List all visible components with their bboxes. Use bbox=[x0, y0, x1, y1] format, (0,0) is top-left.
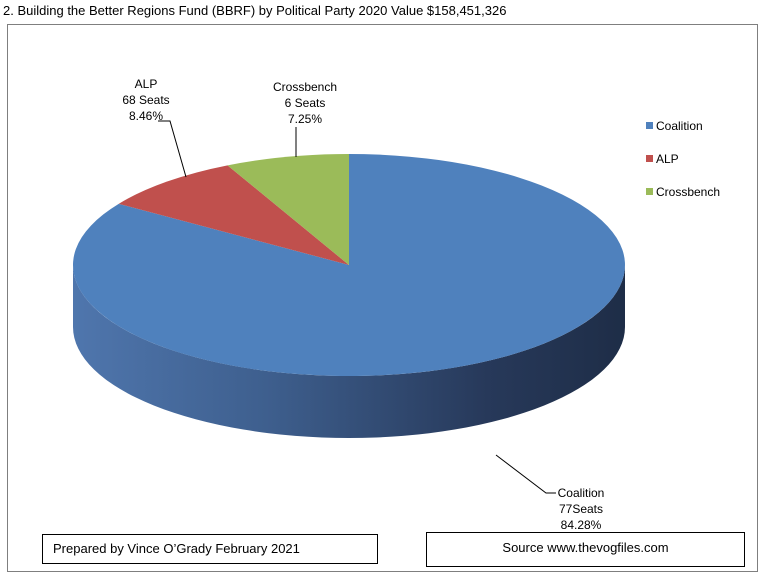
slice-alp bbox=[118, 165, 349, 265]
slice-side-coalition bbox=[73, 265, 625, 438]
legend-label-alp: ALP bbox=[656, 152, 679, 166]
data-label-coalition-percent: 84.28% bbox=[561, 518, 602, 532]
data-label-alp-name: ALP bbox=[135, 77, 158, 91]
data-label-coalition-name: Coalition bbox=[558, 486, 605, 500]
legend-swatch-alp bbox=[646, 155, 653, 162]
data-label-alp-seats: 68 Seats bbox=[122, 93, 169, 107]
prepared-by-box: Prepared by Vince O’Grady February 2021 bbox=[42, 534, 378, 564]
legend-label-crossbench: Crossbench bbox=[656, 185, 720, 199]
pie-slices bbox=[73, 154, 625, 438]
data-label-crossbench-seats: 6 Seats bbox=[285, 96, 326, 110]
legend-swatch-crossbench bbox=[646, 188, 653, 195]
data-label-alp-percent: 8.46% bbox=[129, 109, 163, 123]
data-label-coalition-seats: 77Seats bbox=[559, 502, 603, 516]
legend-label-coalition: Coalition bbox=[656, 119, 703, 133]
leader-line-alp bbox=[158, 120, 187, 178]
leader-line-coalition bbox=[495, 454, 556, 494]
source-box: Source www.thevogfiles.com bbox=[426, 532, 745, 567]
slice-crossbench bbox=[227, 154, 349, 265]
source-text: Source www.thevogfiles.com bbox=[502, 540, 669, 555]
page-title: 2. Building the Better Regions Fund (BBR… bbox=[3, 3, 507, 18]
data-label-crossbench-percent: 7.25% bbox=[288, 112, 322, 126]
prepared-by-text: Prepared by Vince O’Grady February 2021 bbox=[53, 541, 300, 556]
data-label-crossbench-name: Crossbench bbox=[273, 80, 337, 94]
data-labels: Coalition 77Seats 84.28% ALP 68 Seats 8.46% Cr… bbox=[122, 77, 604, 532]
legend: Coalition ALP Crossbench bbox=[646, 119, 720, 199]
legend-swatch-coalition bbox=[646, 122, 653, 129]
